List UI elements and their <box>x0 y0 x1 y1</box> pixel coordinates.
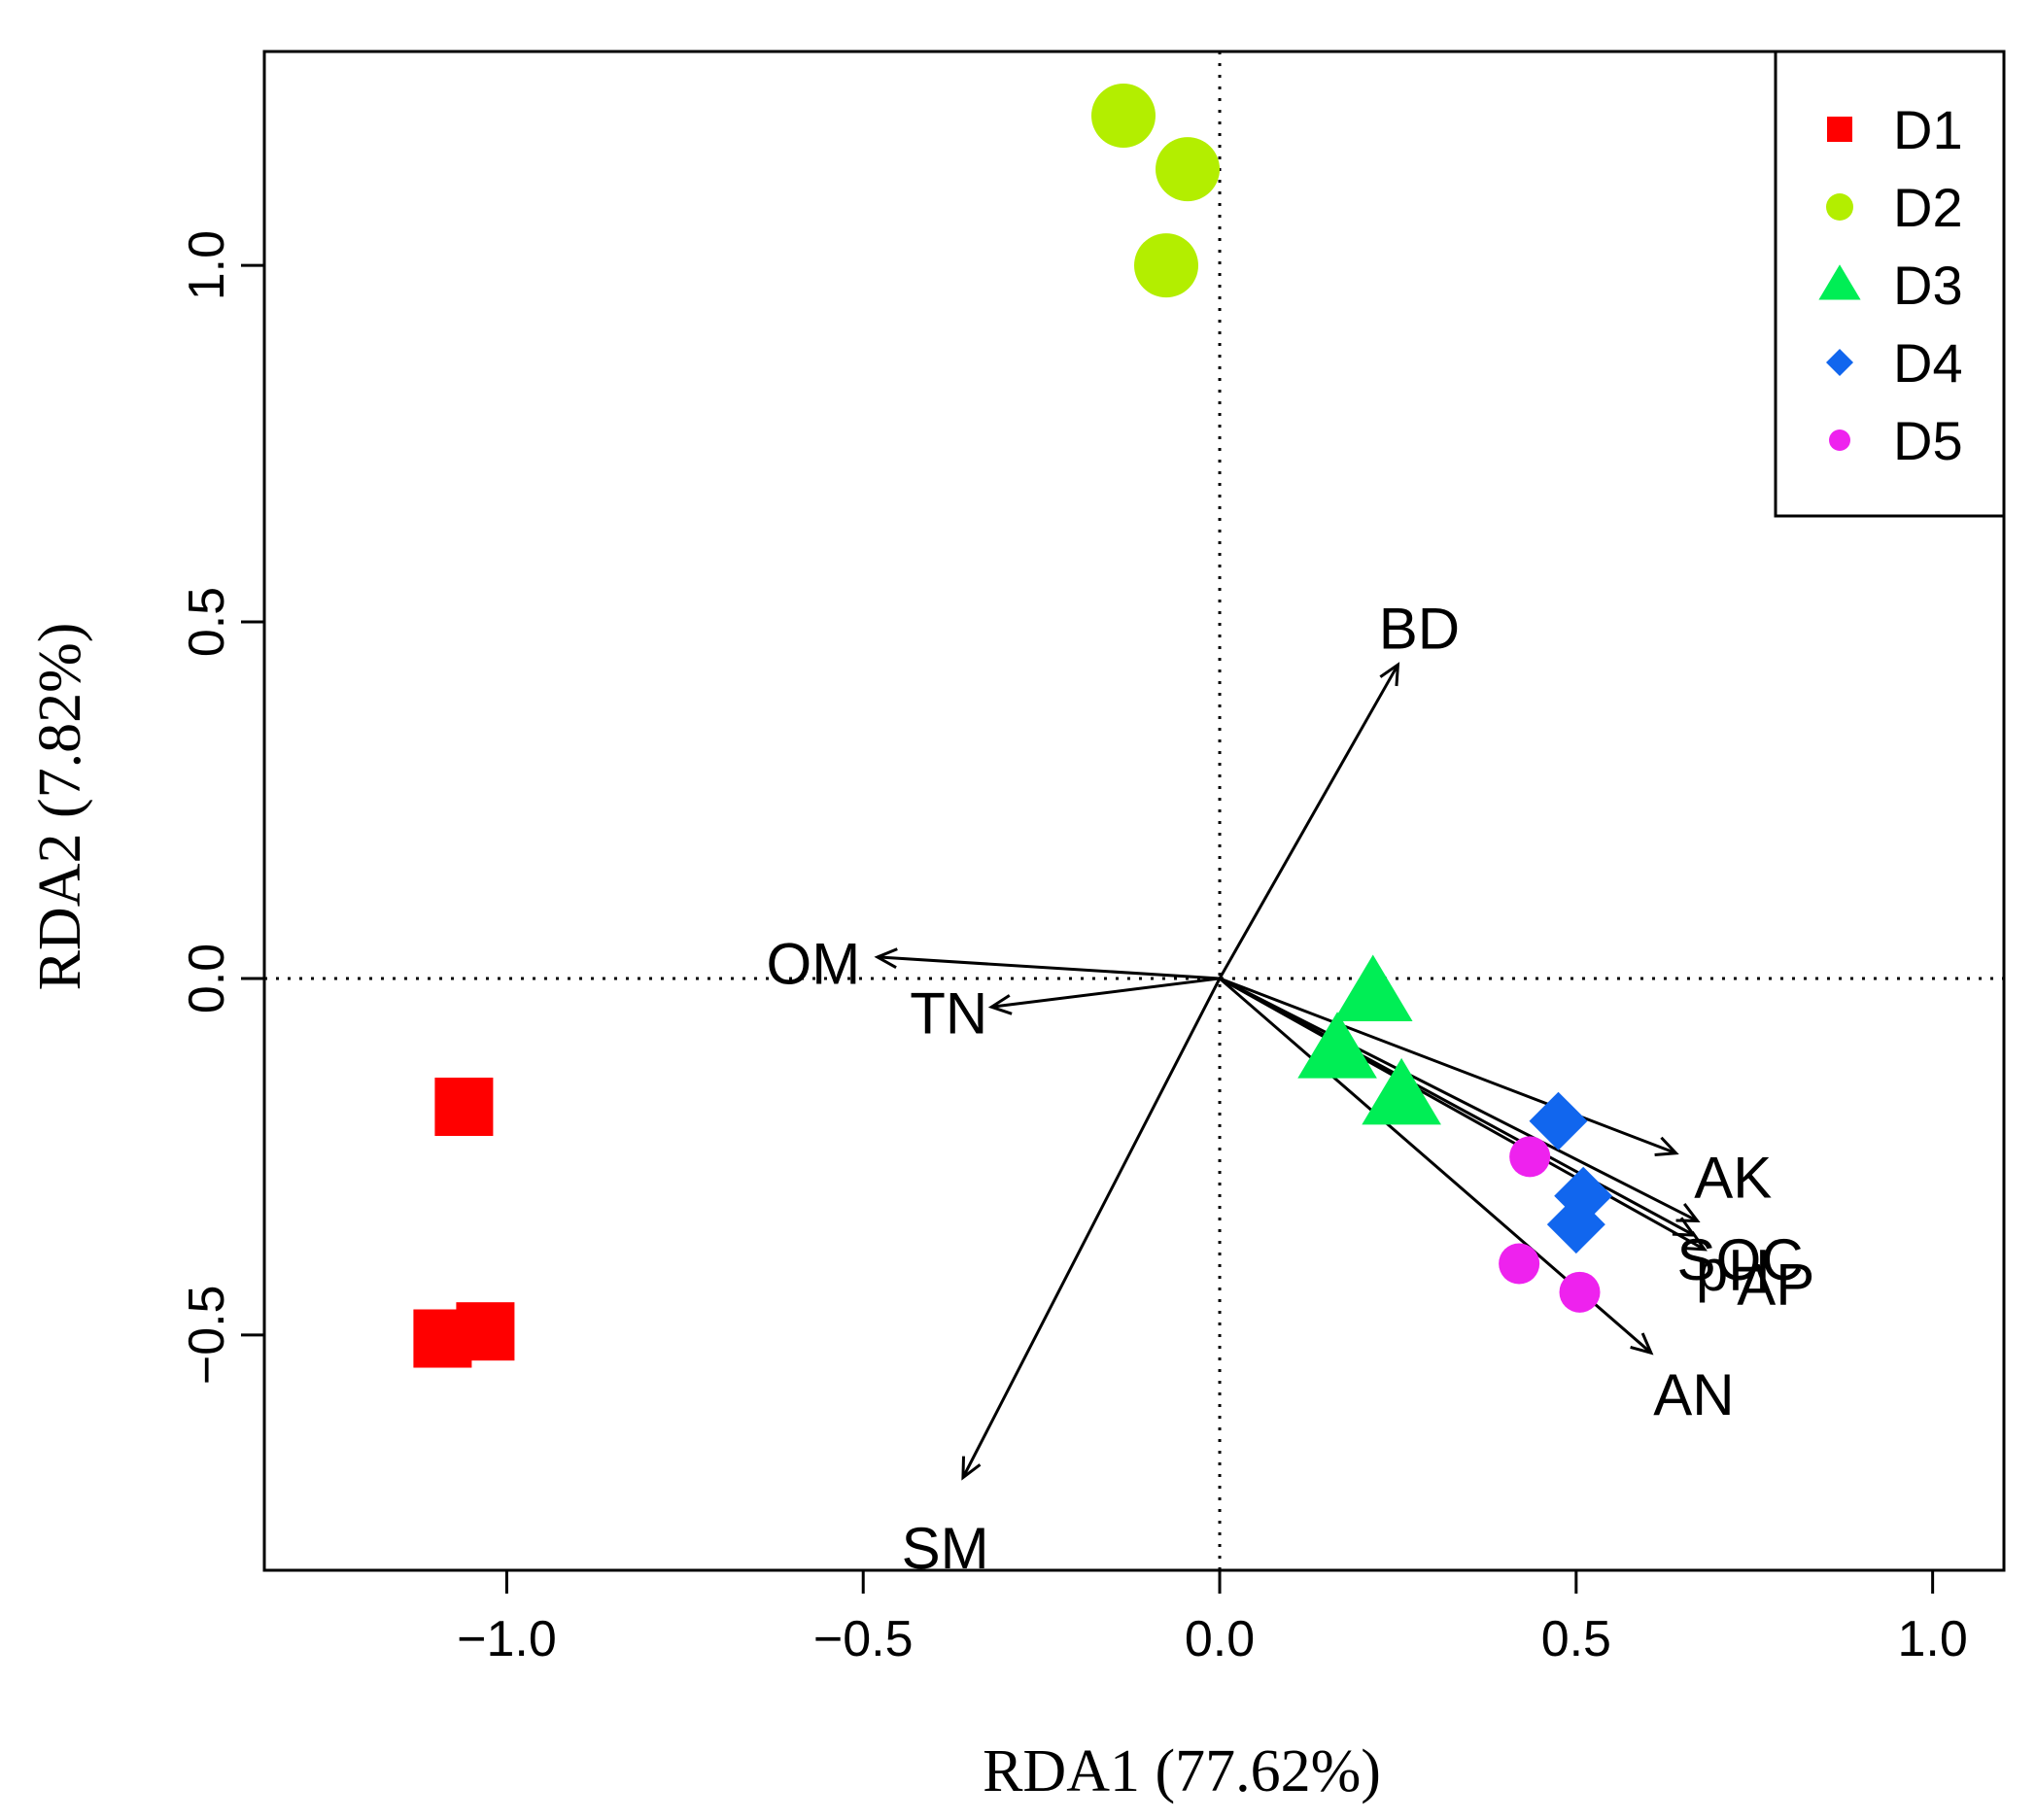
series-d4 <box>1529 1091 1613 1254</box>
vector-label: pH <box>1696 1238 1771 1303</box>
legend-item-d2: D2 <box>1826 177 1963 238</box>
legend-item-d4: D4 <box>1826 332 1963 394</box>
vector-label: AK <box>1694 1145 1772 1210</box>
point-d4 <box>1529 1091 1588 1150</box>
vector-om: OM <box>767 931 1221 996</box>
y-tick-label: 0.0 <box>179 944 235 1013</box>
point-d2 <box>1090 84 1156 149</box>
x-axis-title: RDA1 (77.62%) <box>983 1738 1381 1804</box>
vector-ap: AP <box>1219 977 1814 1317</box>
legend: D1 D2 D3 D4 D5 <box>1774 50 2006 518</box>
vector-line <box>961 978 1222 1479</box>
y-tick-label: 0.5 <box>179 587 235 657</box>
point-d2 <box>1156 137 1221 202</box>
point-d3 <box>1297 1012 1377 1079</box>
series-d3 <box>1297 954 1441 1125</box>
point-d2 <box>1134 233 1199 298</box>
legend-marker-d4 <box>1826 349 1853 376</box>
reference-lines <box>264 52 2004 1570</box>
vector-arrowhead <box>1654 1136 1679 1157</box>
vector-line <box>1218 664 1399 979</box>
series-d1 <box>413 1078 515 1368</box>
legend-marker-d1 <box>1827 117 1852 142</box>
legend-label: D2 <box>1893 177 1963 238</box>
legend-frame <box>1774 50 2006 518</box>
y-tick-label: −0.5 <box>179 1286 235 1386</box>
legend-marker-d2 <box>1826 193 1853 221</box>
y-axis-title: RDA2 (7.82%) <box>27 623 93 991</box>
y-axis: −0.5 0.0 0.5 1.0 <box>179 230 266 1386</box>
point-d3 <box>1332 954 1413 1021</box>
legend-item-d5: D5 <box>1829 410 1963 471</box>
point-d1 <box>456 1302 515 1361</box>
x-tick-label: −0.5 <box>813 1611 914 1667</box>
vector-label: TN <box>910 981 987 1047</box>
legend-marker-d5 <box>1829 429 1850 451</box>
vector-label: OM <box>767 931 861 996</box>
legend-label: D3 <box>1893 255 1963 316</box>
vector-tn: TN <box>910 977 1221 1047</box>
vector-arrowhead <box>874 947 898 970</box>
series-d5 <box>1499 1136 1601 1313</box>
vector-line <box>1219 977 1699 1222</box>
vector-line <box>991 977 1221 1009</box>
sample-points <box>413 84 1613 1368</box>
y-tick-label: 1.0 <box>179 230 235 300</box>
legend-item-d3: D3 <box>1818 255 1963 316</box>
x-axis: −1.0 −0.5 0.0 0.5 1.0 <box>457 1568 1968 1667</box>
x-tick-label: 1.0 <box>1897 1611 1967 1667</box>
vector-arrowhead <box>1682 1230 1708 1252</box>
vector-arrowhead <box>961 1456 982 1481</box>
point-d1 <box>434 1078 494 1137</box>
x-tick-label: −1.0 <box>457 1611 557 1667</box>
vector-bd: BD <box>1218 596 1460 979</box>
series-d2 <box>1090 84 1221 298</box>
x-tick-label: 0.0 <box>1185 1611 1255 1667</box>
vector-label: AP <box>1737 1252 1814 1317</box>
vector-label: BD <box>1379 596 1460 661</box>
vector-arrowhead <box>1379 662 1400 687</box>
vector-line <box>877 955 1221 980</box>
x-tick-label: 0.5 <box>1541 1611 1611 1667</box>
point-d5 <box>1559 1271 1601 1313</box>
legend-item-d1: D1 <box>1827 99 1963 160</box>
vector-line <box>1219 977 1706 1252</box>
legend-label: D1 <box>1893 99 1963 160</box>
point-d5 <box>1499 1243 1540 1285</box>
vector-line <box>1219 977 1677 1155</box>
point-d5 <box>1509 1136 1551 1178</box>
legend-label: D5 <box>1893 410 1963 471</box>
vector-arrowhead <box>1630 1332 1654 1356</box>
point-d4 <box>1546 1195 1605 1254</box>
legend-label: D4 <box>1893 332 1963 394</box>
legend-marker-d3 <box>1818 264 1861 300</box>
vector-label: AN <box>1653 1362 1734 1427</box>
point-d3 <box>1362 1057 1441 1125</box>
vector-arrowhead <box>987 994 1013 1015</box>
vector-ak: AK <box>1219 977 1772 1210</box>
